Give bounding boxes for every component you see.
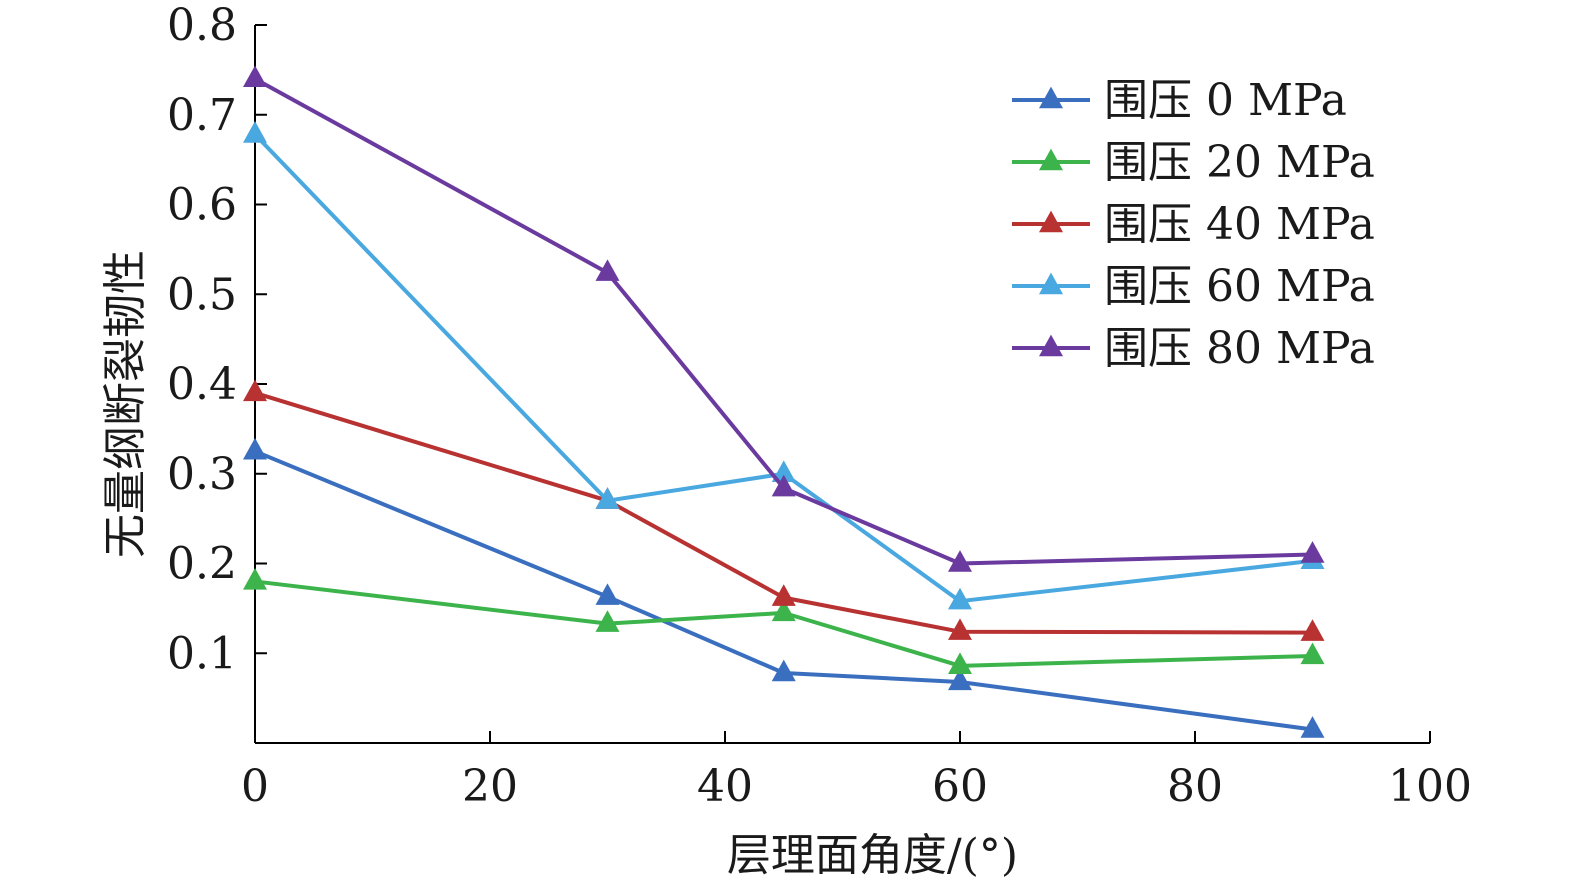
data-point-marker [948, 618, 972, 640]
x-axis: 0 20 40 60 80 100 [241, 731, 1472, 812]
data-point-marker [243, 379, 267, 402]
legend-marker [1039, 210, 1063, 233]
y-tick-label: 0.4 [167, 359, 237, 410]
data-point-marker [771, 599, 796, 622]
data-point-marker [1300, 541, 1325, 563]
x-tick-label: 80 [1167, 761, 1223, 812]
data-point-marker [771, 460, 796, 482]
data-point-marker [243, 65, 267, 88]
data-point-marker [1300, 619, 1325, 641]
legend-marker [1039, 334, 1063, 357]
data-point-marker [771, 584, 796, 606]
legend: 围压 0 MPa 围压 20 MPa 围压 40 MPa 围压 60 MPa 围压 80… [1012, 75, 1375, 374]
legend-label: 围压 20 MPa [1104, 137, 1375, 188]
data-point-marker [595, 610, 620, 632]
data-point-marker [1300, 716, 1325, 738]
legend-marker [1039, 148, 1063, 171]
legend-label: 围压 60 MPa [1104, 261, 1375, 312]
x-tick-label: 0 [241, 761, 269, 812]
series-group [243, 65, 1325, 572]
data-point-marker [948, 550, 972, 572]
legend-item: 围压 0 MPa [1012, 75, 1347, 126]
x-tick-label: 60 [932, 761, 988, 812]
data-point-marker [595, 583, 620, 605]
data-point-marker [243, 437, 267, 460]
y-tick-label: 0.1 [167, 628, 237, 679]
legend-item: 围压 80 MPa [1012, 323, 1375, 374]
legend-label: 围压 0 MPa [1104, 75, 1347, 126]
legend-item: 围压 40 MPa [1012, 199, 1375, 250]
y-tick-label: 0.6 [167, 180, 237, 231]
data-point-marker [771, 659, 796, 682]
plot-series [243, 65, 1325, 738]
legend-item: 围压 60 MPa [1012, 261, 1375, 312]
y-tick-label: 0.7 [167, 90, 237, 141]
y-axis: 0.1 0.2 0.3 0.4 0.5 0.6 0.7 0.8 [167, 0, 267, 679]
legend-label: 围压 80 MPa [1104, 323, 1375, 374]
series-group [243, 568, 1325, 675]
y-tick-label: 0.3 [167, 449, 237, 500]
legend-label: 围压 40 MPa [1104, 199, 1375, 250]
data-point-marker [243, 568, 267, 590]
y-tick-label: 0.5 [167, 269, 237, 320]
y-tick-label: 0.2 [167, 539, 237, 590]
y-axis-title: 无量纲断裂韧性 [100, 250, 151, 558]
x-tick-label: 20 [462, 761, 518, 812]
data-point-marker [948, 652, 972, 675]
data-point-marker [1300, 642, 1325, 665]
series-group [243, 379, 1325, 641]
x-axis-title: 层理面角度/(°) [727, 830, 1018, 881]
legend-item: 围压 20 MPa [1012, 137, 1375, 188]
data-point-marker [948, 587, 972, 610]
legend-marker [1039, 272, 1063, 295]
legend-marker [1039, 86, 1063, 109]
data-point-marker [595, 487, 620, 509]
x-tick-label: 100 [1388, 761, 1472, 812]
data-point-marker [243, 121, 267, 143]
y-tick-label: 0.8 [167, 0, 237, 51]
data-point-marker [595, 259, 620, 281]
series-group [243, 437, 1325, 738]
data-point-marker [771, 474, 796, 497]
data-point-marker [948, 668, 972, 691]
x-tick-label: 40 [697, 761, 753, 812]
